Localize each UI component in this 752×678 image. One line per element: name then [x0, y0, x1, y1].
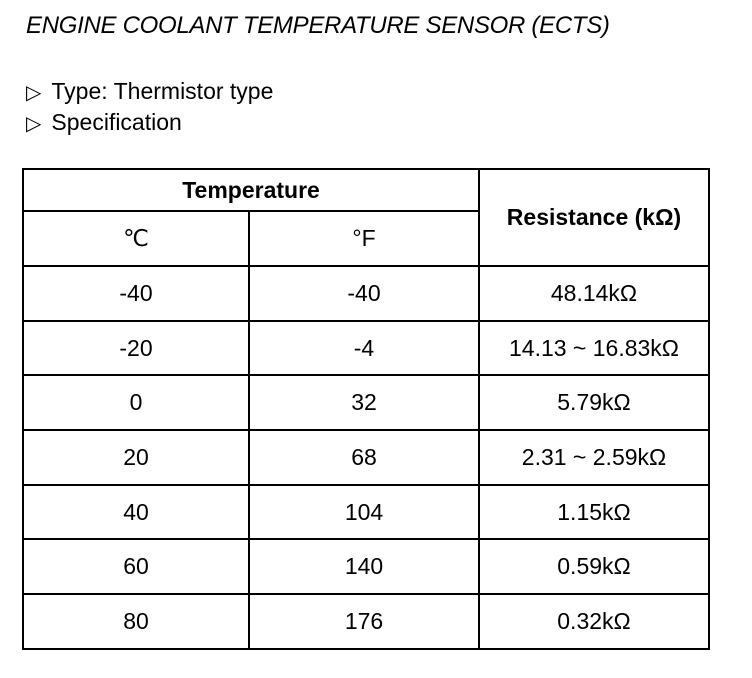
table-row: 0 32 5.79kΩ: [22, 374, 710, 432]
table-cell: 0.32kΩ: [478, 593, 710, 650]
table-cell: 1.15kΩ: [478, 483, 710, 541]
table-cell: 32: [248, 374, 480, 432]
table-cell: 20: [22, 429, 250, 486]
table-head: Temperature Resistance (kΩ) ℃ °F: [22, 168, 710, 267]
table-row: 60 140 0.59kΩ: [22, 538, 710, 596]
table-cell: 104: [248, 483, 480, 541]
table-row: 20 68 2.31 ~ 2.59kΩ: [22, 429, 710, 486]
table-cell: 2.31 ~ 2.59kΩ: [478, 429, 710, 486]
table-row: 40 104 1.15kΩ: [22, 483, 710, 541]
table-cell: 60: [22, 538, 250, 596]
table-cell: -20: [22, 319, 250, 377]
group-header: Temperature: [22, 168, 480, 212]
table-cell: -4: [248, 319, 480, 377]
table-cell: -40: [22, 265, 250, 322]
table-row: -20 -4 14.13 ~ 16.83kΩ: [22, 319, 710, 377]
spec-table: Temperature Resistance (kΩ) ℃ °F -40 -40 4…: [22, 168, 710, 650]
table-body: -40 -40 48.14kΩ -20 -4 14.13 ~ 16.83kΩ 0 32 5.79…: [22, 265, 710, 650]
table-cell: 48.14kΩ: [478, 265, 710, 322]
table-cell: 0: [22, 374, 250, 432]
column-header: °F: [248, 210, 480, 267]
bullet-item: Specification: [26, 107, 273, 138]
table-cell: 5.79kΩ: [478, 374, 710, 432]
title: ENGINE COOLANT TEMPERATURE SENSOR (ECTS): [26, 12, 610, 39]
table-cell: 0.59kΩ: [478, 538, 710, 596]
table-cell: 176: [248, 593, 480, 650]
bullet-item: Type: Thermistor type: [26, 76, 273, 107]
table-cell: 80: [22, 593, 250, 650]
table-cell: -40: [248, 265, 480, 322]
table-row: 80 176 0.32kΩ: [22, 593, 710, 650]
header-row: ℃ °F: [22, 210, 709, 267]
column-header: Resistance (kΩ): [478, 168, 710, 267]
header-row: Temperature Resistance (kΩ): [22, 168, 710, 267]
bullet-list: Type: Thermistor typeSpecification: [26, 76, 273, 138]
table-cell: 68: [248, 429, 480, 486]
table-cell: 140: [248, 538, 480, 596]
table-cell: 40: [22, 483, 250, 541]
column-header: ℃: [22, 210, 250, 267]
table-cell: 14.13 ~ 16.83kΩ: [478, 319, 710, 377]
table-row: -40 -40 48.14kΩ: [22, 265, 710, 322]
